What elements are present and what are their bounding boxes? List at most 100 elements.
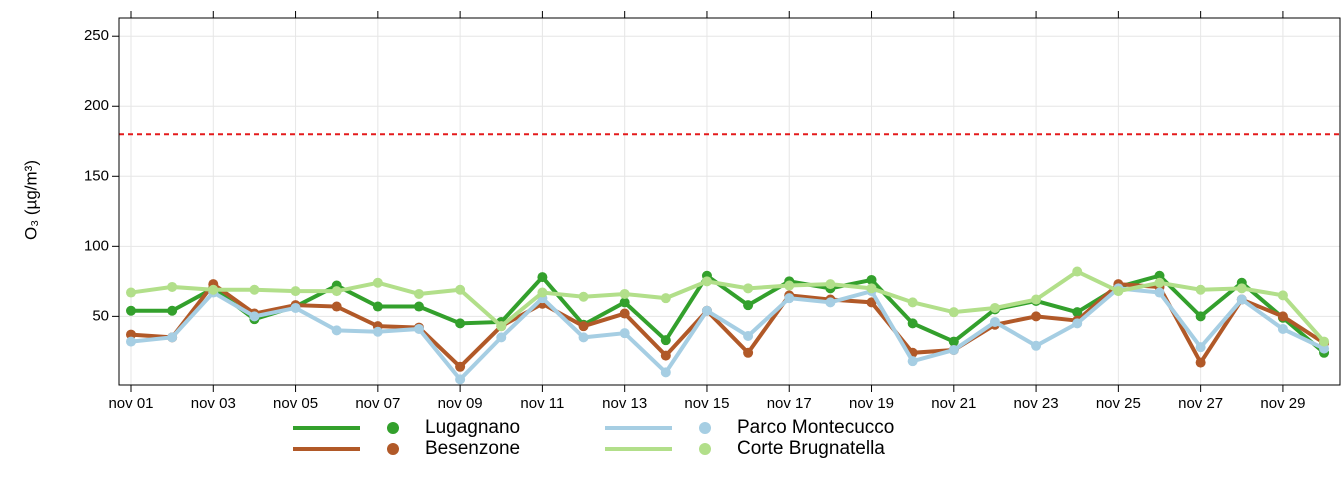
data-point (1072, 307, 1083, 318)
data-point (660, 335, 671, 346)
data-point (784, 293, 795, 304)
y-tick-label: 100 (84, 237, 109, 254)
data-point (866, 283, 877, 294)
x-tick-label: nov 03 (191, 395, 236, 412)
data-point (167, 281, 178, 292)
data-point (1154, 287, 1165, 298)
data-point (1319, 336, 1330, 347)
x-tick-label: nov 19 (849, 395, 894, 412)
data-point (1195, 284, 1206, 295)
data-point (1154, 277, 1165, 288)
data-point (743, 283, 754, 294)
series-line (130, 269, 1326, 343)
y-tick-label: 150 (84, 167, 109, 184)
data-point (578, 321, 589, 332)
data-point (907, 297, 918, 308)
data-point (578, 332, 589, 343)
data-point (1195, 357, 1206, 368)
data-point (907, 356, 918, 367)
data-point (1236, 294, 1247, 305)
data-point (1031, 294, 1042, 305)
data-point (537, 272, 548, 283)
data-point (1319, 343, 1330, 354)
data-point (866, 274, 877, 285)
data-point (1113, 286, 1124, 297)
data-point (331, 286, 342, 297)
data-point (743, 330, 754, 341)
data-point (413, 301, 424, 312)
y-tick-label: 250 (84, 27, 109, 44)
data-point (948, 336, 959, 347)
data-point (331, 301, 342, 312)
data-point (372, 277, 383, 288)
x-tick-label: nov 23 (1014, 395, 1059, 412)
data-point (825, 297, 836, 308)
series-line (130, 281, 1326, 370)
data-point (331, 325, 342, 336)
data-point (1072, 318, 1083, 329)
data-point (413, 323, 424, 334)
data-point (1195, 342, 1206, 353)
x-tick-label: nov 15 (684, 395, 729, 412)
data-point (743, 300, 754, 311)
legend-dot (699, 422, 711, 434)
data-point (126, 287, 136, 298)
data-point (496, 321, 507, 332)
data-point (660, 350, 671, 361)
legend-label: Lugagnano (425, 417, 520, 438)
data-point (372, 301, 383, 312)
data-point (701, 276, 712, 287)
data-point (619, 297, 630, 308)
data-point (825, 279, 836, 290)
x-tick-label: nov 13 (602, 395, 647, 412)
data-point (249, 284, 260, 295)
plot-frame (118, 17, 1341, 386)
x-tick-label: nov 09 (438, 395, 483, 412)
y-tick-label: 50 (92, 307, 109, 324)
data-point (743, 347, 754, 358)
legend-label: Corte Brugnatella (737, 438, 885, 459)
data-point (660, 367, 671, 378)
data-point (249, 311, 260, 322)
legend-label: Besenzone (425, 438, 520, 459)
x-tick-label: nov 29 (1260, 395, 1305, 412)
data-point (660, 293, 671, 304)
data-point (948, 344, 959, 355)
data-point (989, 302, 1000, 313)
data-point (1195, 311, 1206, 322)
data-point (167, 305, 178, 316)
data-point (1236, 283, 1247, 294)
data-point (619, 328, 630, 339)
data-point (455, 284, 466, 295)
data-point (413, 288, 424, 299)
data-point (1072, 266, 1083, 277)
y-tick-label: 200 (84, 97, 109, 114)
data-point (948, 307, 959, 318)
data-point (1277, 311, 1288, 322)
data-point (455, 318, 466, 329)
x-tick-label: nov 01 (108, 395, 153, 412)
data-point (496, 332, 507, 343)
data-point (455, 361, 466, 372)
data-point (537, 287, 548, 298)
data-point (455, 374, 466, 385)
x-tick-label: nov 27 (1178, 395, 1223, 412)
legend-dot (699, 443, 711, 455)
x-tick-label: nov 25 (1096, 395, 1141, 412)
legend-dot (387, 422, 399, 434)
data-point (578, 291, 589, 302)
data-point (126, 305, 136, 316)
data-point (126, 329, 136, 340)
y-axis-label: O₃ (µg/m³) (21, 160, 40, 240)
data-point (1154, 270, 1165, 281)
data-point (167, 332, 178, 343)
x-tick-label: nov 07 (355, 395, 400, 412)
data-point (866, 297, 877, 308)
data-point (1031, 311, 1042, 322)
data-point (290, 286, 301, 297)
data-point (208, 284, 219, 295)
data-point (126, 336, 136, 347)
data-point (1031, 340, 1042, 351)
legend-dot (387, 443, 399, 455)
